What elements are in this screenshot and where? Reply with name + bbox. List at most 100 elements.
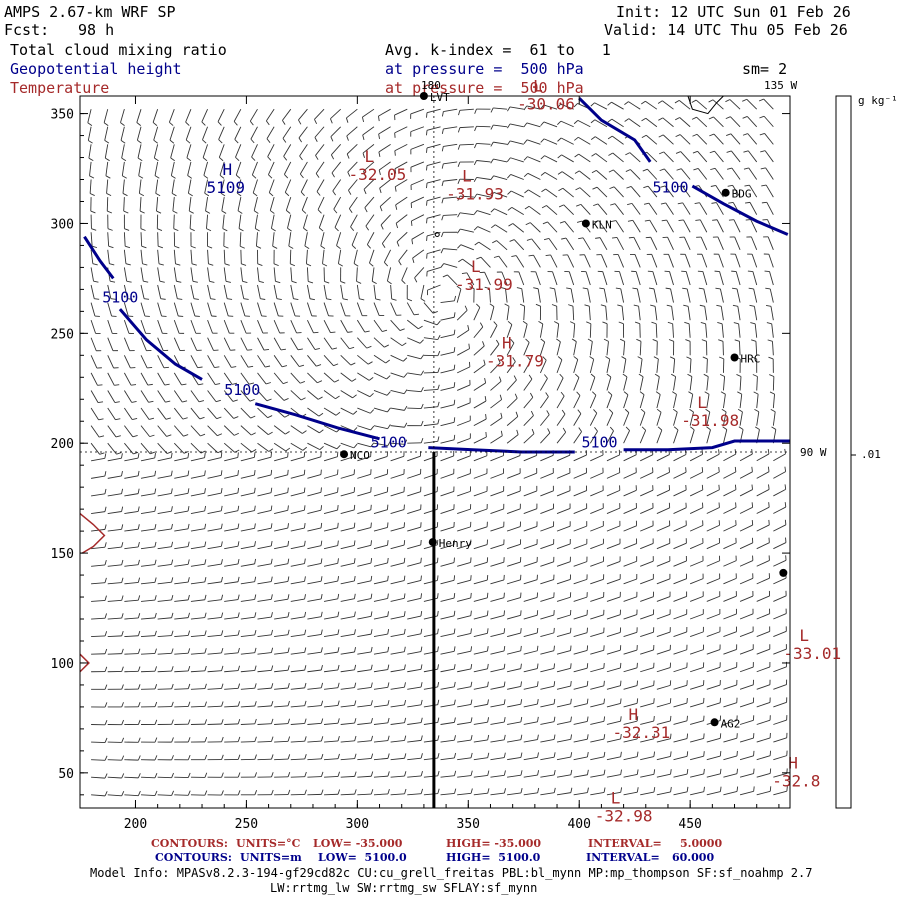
wind-barb — [756, 471, 770, 479]
wind-barb-flag — [319, 227, 324, 232]
wind-barb — [620, 288, 625, 303]
wind-barb — [348, 196, 358, 209]
wind-barb — [506, 579, 521, 585]
wind-barb-flag — [170, 157, 175, 162]
wind-barb — [689, 507, 704, 514]
wind-barb — [185, 109, 192, 123]
wind-barb — [490, 472, 504, 479]
wind-barb-flag — [188, 192, 193, 197]
wind-barb — [273, 390, 285, 401]
wind-barb-flag — [270, 210, 275, 214]
wind-barb-flag — [284, 414, 290, 418]
wind-barb — [623, 412, 630, 426]
wind-barb — [423, 597, 438, 602]
wind-barb-flag — [570, 681, 572, 687]
wind-barb-flag — [586, 663, 589, 669]
wind-barb — [473, 508, 488, 514]
wind-barb — [136, 109, 142, 123]
wind-barb — [594, 102, 608, 110]
wind-barb-flag — [187, 488, 190, 494]
wind-barb — [662, 134, 674, 145]
wind-barb-flag — [670, 733, 672, 739]
wind-barb-flag — [140, 228, 146, 231]
wind-barb — [714, 167, 724, 180]
wind-barb-flag — [353, 443, 358, 449]
wind-barb-flag — [520, 681, 522, 687]
wind-barb — [457, 775, 472, 778]
wind-barb — [266, 126, 275, 140]
wind-barb-flag — [470, 628, 472, 634]
wind-barb — [274, 669, 289, 673]
wind-barb-flag — [453, 329, 456, 335]
wind-barb-flag — [771, 426, 777, 430]
wind-barb — [240, 390, 251, 402]
wind-barb-flag — [253, 210, 259, 214]
wind-barb — [357, 598, 372, 602]
wind-barb — [412, 249, 425, 259]
wind-barb — [590, 774, 605, 778]
wind-barb — [561, 154, 574, 163]
wind-barb-flag — [370, 575, 373, 581]
wind-barb — [590, 614, 604, 620]
wind-barb — [314, 126, 325, 138]
wind-barb — [706, 702, 721, 708]
wind-barb-flag — [187, 523, 190, 529]
wind-barb-flag — [187, 452, 190, 458]
wind-barb — [515, 255, 525, 268]
wind-barb-flag — [320, 487, 322, 493]
wind-barb — [323, 372, 335, 383]
wind-barb — [540, 378, 548, 391]
wind-barb-flag — [736, 786, 739, 792]
wind-barb — [373, 407, 388, 413]
wind-barb — [390, 704, 405, 708]
wind-barb-flag — [187, 506, 190, 512]
wind-barb — [173, 319, 180, 334]
wind-barb — [723, 613, 737, 620]
wind-barb — [523, 415, 534, 426]
wind-barb-flag — [557, 154, 562, 159]
wind-barb — [746, 98, 758, 110]
wind-barb — [577, 136, 591, 145]
wind-barb — [173, 425, 184, 437]
wind-barb — [590, 720, 605, 725]
wind-barb — [394, 108, 408, 116]
wind-barb-flag — [333, 208, 338, 214]
wind-barb — [723, 489, 737, 497]
wind-barb — [509, 106, 524, 110]
wind-barb — [523, 306, 526, 321]
wind-barb — [157, 794, 172, 796]
wind-barb-flag — [254, 647, 257, 653]
wind-barb — [123, 232, 126, 247]
wind-barb-flag — [672, 391, 677, 395]
wind-barb-flag — [237, 701, 241, 707]
wind-barb — [473, 526, 488, 532]
wind-barb — [290, 390, 302, 401]
wind-barb — [493, 191, 508, 198]
wind-barb — [690, 684, 704, 690]
wind-barb-flag — [605, 356, 610, 360]
wind-barb-flag — [620, 680, 622, 686]
wind-barb-flag — [587, 787, 589, 793]
wind-barb-flag — [250, 415, 256, 419]
wind-barb — [274, 723, 289, 725]
wind-barb — [473, 668, 488, 673]
wind-barb-flag — [721, 408, 727, 413]
wind-barb — [87, 109, 92, 123]
wind-barb-flag — [187, 559, 190, 565]
wind-barb — [290, 545, 305, 550]
wind-barb-flag — [189, 228, 195, 232]
wind-barb — [235, 161, 242, 176]
wind-barb-flag — [784, 519, 787, 525]
wind-barb-flag — [231, 366, 237, 368]
wind-barb — [324, 758, 339, 761]
wind-barb — [655, 323, 658, 338]
wind-barb-flag — [474, 143, 477, 149]
wind-barb-flag — [104, 595, 107, 601]
wind-barb — [507, 774, 522, 778]
wind-barb-flag — [320, 245, 326, 250]
wind-barb-flag — [221, 647, 224, 654]
wind-barb-flag — [120, 122, 125, 126]
wind-barb-flag — [603, 716, 606, 722]
wind-barb — [91, 617, 106, 620]
wind-barb — [507, 668, 521, 673]
